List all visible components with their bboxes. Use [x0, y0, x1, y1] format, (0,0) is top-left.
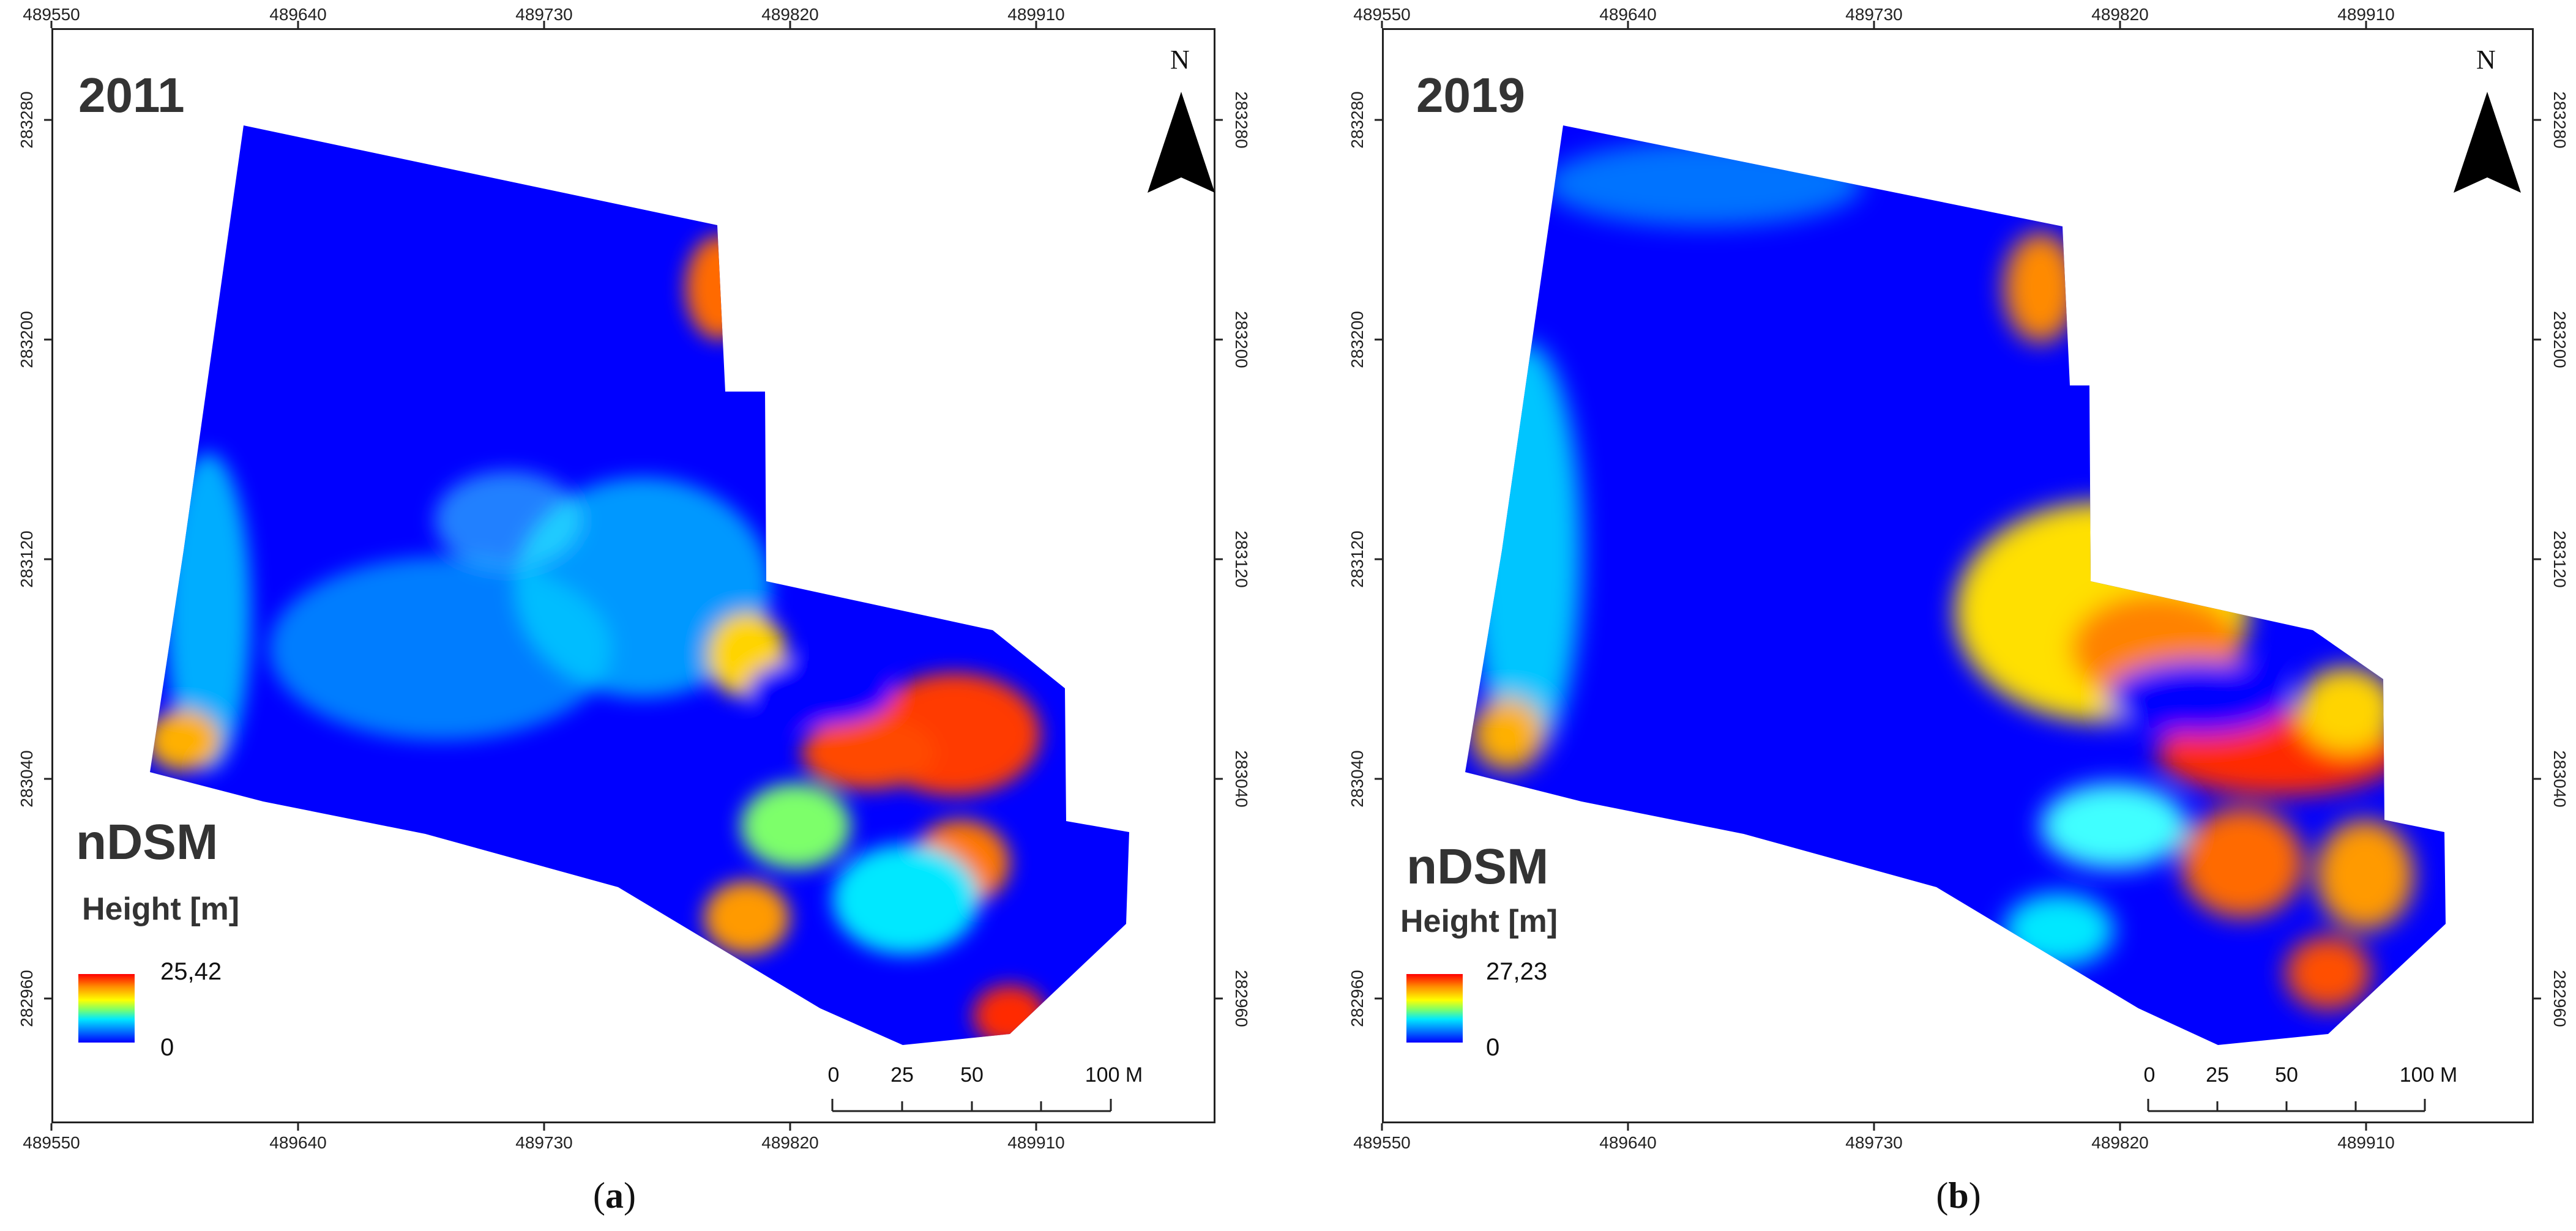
y-tick-label: 283040 — [2550, 750, 2569, 808]
x-tick-label: 489820 — [2091, 5, 2149, 24]
y-tick-label: 283120 — [1232, 530, 1251, 588]
y-tick-label: 283120 — [1348, 530, 1367, 588]
y-tick-label: 282960 — [1232, 970, 1251, 1027]
scale-label: 100 M — [1085, 1063, 1143, 1087]
y-tick-label: 283120 — [17, 530, 36, 588]
panel-a: N 2011 nDSM Height [m] 25,42 0 0 25 50 1… — [17, 5, 1251, 1216]
x-tick-label: 489640 — [1599, 5, 1657, 24]
x-tick-label: 489640 — [1599, 1133, 1657, 1152]
y-tick-label: 283200 — [17, 311, 36, 368]
north-arrow-icon — [2454, 92, 2521, 193]
x-tick-label: 489640 — [269, 5, 327, 24]
north-label: N — [1170, 45, 1190, 75]
year-label: 2019 — [1416, 68, 1525, 122]
x-tick-label: 489730 — [515, 1133, 573, 1152]
x-tick-label: 489820 — [761, 1133, 819, 1152]
scale-label: 50 — [2275, 1063, 2298, 1087]
color-ramp — [1406, 974, 1463, 1043]
study-area-b — [1465, 125, 2446, 1045]
scale-label: 0 — [2143, 1063, 2156, 1087]
caption: (a) — [593, 1175, 636, 1216]
x-tick-label: 489640 — [269, 1133, 327, 1152]
color-ramp — [78, 974, 135, 1043]
scale-label: 25 — [2206, 1063, 2229, 1087]
x-tick-label: 489730 — [1845, 5, 1903, 24]
y-tick-label: 283040 — [1232, 750, 1251, 808]
legend-min: 0 — [160, 1034, 174, 1061]
north-label: N — [2476, 45, 2496, 75]
x-tick-label: 489910 — [2337, 1133, 2395, 1152]
legend-subtitle: Height [m] — [1400, 904, 1558, 939]
y-tick-label: 283120 — [2550, 530, 2569, 588]
legend-title: nDSM — [1406, 839, 1549, 894]
y-tick-label: 283280 — [1348, 91, 1367, 149]
y-tick-label: 282960 — [1348, 970, 1367, 1027]
year-label: 2011 — [78, 68, 185, 122]
y-tick-label: 282960 — [17, 970, 36, 1027]
y-tick-label: 283280 — [2550, 91, 2569, 149]
x-tick-label: 489910 — [1007, 1133, 1065, 1152]
map-a-svg — [44, 21, 1223, 1131]
panel-b: N 2019 nDSM Height [m] 27,23 0 0 25 50 1… — [1288, 0, 2575, 1231]
x-tick-label: 489820 — [761, 5, 819, 24]
x-tick-label: 489910 — [2337, 5, 2395, 24]
x-tick-label: 489820 — [2091, 1133, 2149, 1152]
x-tick-label: 489730 — [515, 5, 573, 24]
x-tick-label: 489550 — [1353, 1133, 1411, 1152]
legend-max: 27,23 — [1486, 958, 1548, 985]
legend-min: 0 — [1486, 1034, 1500, 1061]
scale-label: 25 — [890, 1063, 914, 1087]
x-tick-label: 489730 — [1845, 1133, 1903, 1152]
legend-title: nDSM — [76, 814, 218, 870]
y-tick-label: 283200 — [1232, 311, 1251, 368]
x-tick-label: 489550 — [23, 1133, 80, 1152]
x-tick-label: 489550 — [23, 5, 80, 24]
scale-label: 100 M — [2399, 1063, 2458, 1087]
y-tick-label: 283040 — [17, 750, 36, 808]
y-tick-label: 283040 — [1348, 750, 1367, 808]
scale-bar — [2147, 1099, 2426, 1112]
scale-bar — [831, 1099, 1112, 1112]
scale-label: 0 — [827, 1063, 840, 1087]
y-tick-label: 283280 — [17, 91, 36, 149]
x-tick-label: 489550 — [1353, 5, 1411, 24]
north-arrow-icon — [1148, 92, 1215, 193]
y-tick-label: 283200 — [1348, 311, 1367, 368]
caption-letter: b — [1948, 1175, 1969, 1216]
y-tick-label: 283200 — [2550, 311, 2569, 368]
legend-subtitle: Height [m] — [82, 891, 240, 927]
map-frame — [1382, 28, 2534, 1123]
scale-label: 50 — [960, 1063, 984, 1087]
x-tick-label: 489910 — [1007, 5, 1065, 24]
y-tick-label: 282960 — [2550, 970, 2569, 1027]
map-b-svg — [1375, 21, 2541, 1131]
legend-max: 25,42 — [160, 958, 222, 985]
y-tick-label: 283280 — [1232, 91, 1251, 149]
caption-letter: a — [605, 1175, 624, 1216]
map-frame — [51, 28, 1215, 1123]
caption: (b) — [1936, 1175, 1981, 1216]
